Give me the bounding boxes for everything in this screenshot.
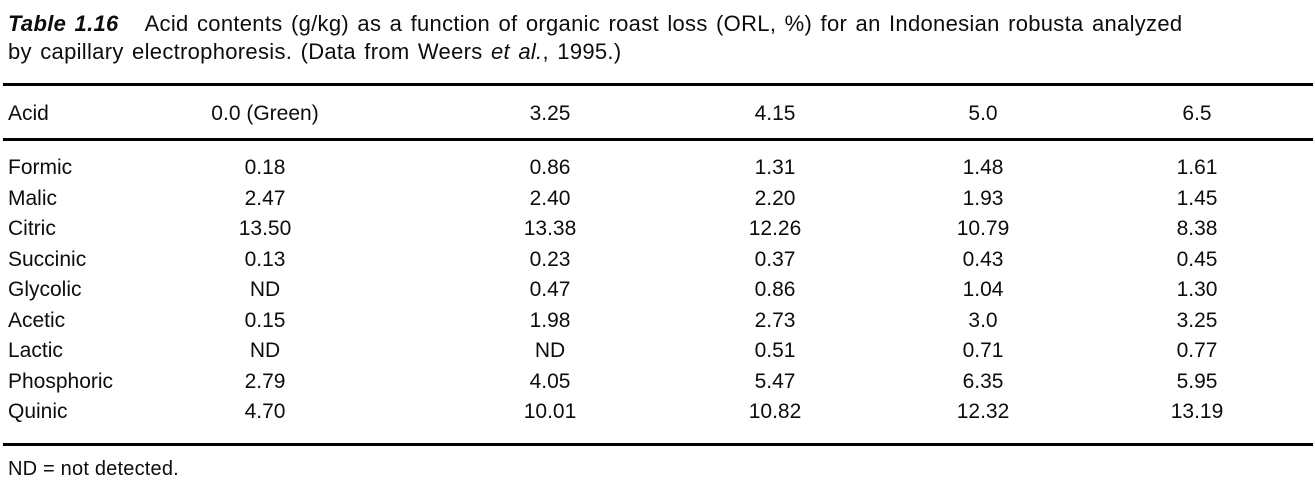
table-row: Succinic 0.13 0.23 0.37 0.43 0.45 [0,245,1315,276]
value-cell: 2.79 [244,369,286,393]
acid-name-cell: Phosphoric [8,369,114,393]
acid-name-cell: Formic [8,156,73,179]
value-cell: 13.38 [523,217,577,240]
value-cell: 10.79 [956,217,1010,240]
value-cell: 0.15 [244,308,286,332]
value-cell: 2.47 [244,186,286,210]
value-cell: 4.70 [244,400,286,423]
table-row: Formic 0.18 0.86 1.31 1.48 1.61 [0,153,1315,184]
value-cell: 1.61 [1176,156,1218,179]
value-cell: 3.0 [968,308,998,332]
value-cell: 1.98 [529,308,571,332]
value-cell: 0.43 [962,247,1004,271]
value-cell: 1.93 [962,186,1004,210]
table-row: Glycolic ND 0.47 0.86 1.04 1.30 [0,275,1315,306]
value-cell: 6.35 [962,369,1004,393]
column-header-orl-1: 3.25 [529,102,571,125]
value-cell: 2.73 [754,308,796,332]
value-cell: 0.45 [1176,247,1218,271]
acid-name-cell: Succinic [8,247,87,271]
value-cell: 2.20 [754,186,796,210]
column-header-orl-0: 0.0 (Green) [211,102,319,125]
value-cell: 0.71 [962,339,1004,362]
table-row: Lactic ND ND 0.51 0.71 0.77 [0,336,1315,367]
table-body: Formic 0.18 0.86 1.31 1.48 1.61 Malic 2.… [0,153,1315,428]
column-header-acid: Acid [8,102,49,125]
table-row: Citric 13.50 13.38 12.26 10.79 8.38 [0,214,1315,245]
caption-citation-italic: et al. [490,39,543,64]
value-cell: 1.04 [962,278,1004,301]
caption-line2: by capillary electrophoresis. (Data from… [8,39,621,64]
acid-name-cell: Glycolic [8,278,82,301]
value-cell: 2.40 [529,186,571,210]
value-cell: 5.95 [1176,369,1218,393]
table-row: Acetic 0.15 1.98 2.73 3.0 3.25 [0,306,1315,337]
value-cell: 0.23 [529,247,571,271]
acid-name-cell: Citric [8,217,56,240]
value-cell: 1.30 [1176,278,1218,301]
value-cell: 0.77 [1176,339,1218,362]
value-cell: 0.86 [754,278,796,301]
value-cell: 13.19 [1170,400,1224,423]
value-cell: 4.05 [529,369,571,393]
table-row: Phosphoric 2.79 4.05 5.47 6.35 5.95 [0,367,1315,398]
acid-name-cell: Acetic [8,308,66,332]
value-cell: 1.31 [754,156,796,179]
acid-name-cell: Lactic [8,339,63,362]
table-rule-mid [3,138,1313,141]
value-cell: ND [534,339,566,362]
caption-line2-end: , 1995.) [542,39,622,64]
value-cell: 5.47 [754,369,796,393]
value-cell: 12.32 [956,400,1010,423]
value-cell: 0.51 [754,339,796,362]
value-cell: 0.18 [244,156,286,179]
caption-table-number: Table 1.16 [8,11,119,36]
table-footnote: ND = not detected. [8,458,179,480]
column-header-orl-3: 5.0 [968,102,998,125]
table-header-row: Acid 0.0 (Green) 3.25 4.15 5.0 6.5 [0,97,1315,131]
value-cell: 13.50 [238,217,292,240]
value-cell: ND [249,339,281,362]
acid-name-cell: Quinic [8,400,68,423]
value-cell: 0.13 [244,247,286,271]
table-row: Quinic 4.70 10.01 10.82 12.32 13.19 [0,397,1315,428]
value-cell: 0.47 [529,278,571,301]
value-cell: 8.38 [1176,217,1218,240]
table-rule-bottom [3,443,1313,446]
value-cell: 0.86 [529,156,571,179]
column-header-orl-2: 4.15 [754,102,796,125]
value-cell: 12.26 [748,217,802,240]
value-cell: 10.82 [748,400,802,423]
value-cell: 1.45 [1176,186,1218,210]
acid-name-cell: Malic [8,186,58,210]
value-cell: 1.48 [962,156,1004,179]
column-header-orl-4: 6.5 [1182,102,1212,125]
table-row: Malic 2.47 2.40 2.20 1.93 1.45 [0,184,1315,215]
value-cell: 10.01 [523,400,577,423]
table-rule-top [3,83,1313,86]
value-cell: 0.37 [754,247,796,271]
table-caption: Table 1.16 Acid contents (g/kg) as a func… [8,10,1308,66]
value-cell: 3.25 [1176,308,1218,332]
caption-line1: Acid contents (g/kg) as a function of or… [144,11,1183,36]
caption-line2-text: by capillary electrophoresis. (Data from… [8,39,491,64]
value-cell: ND [249,278,281,301]
